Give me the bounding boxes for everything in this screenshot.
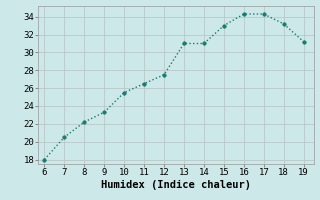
X-axis label: Humidex (Indice chaleur): Humidex (Indice chaleur): [101, 180, 251, 190]
